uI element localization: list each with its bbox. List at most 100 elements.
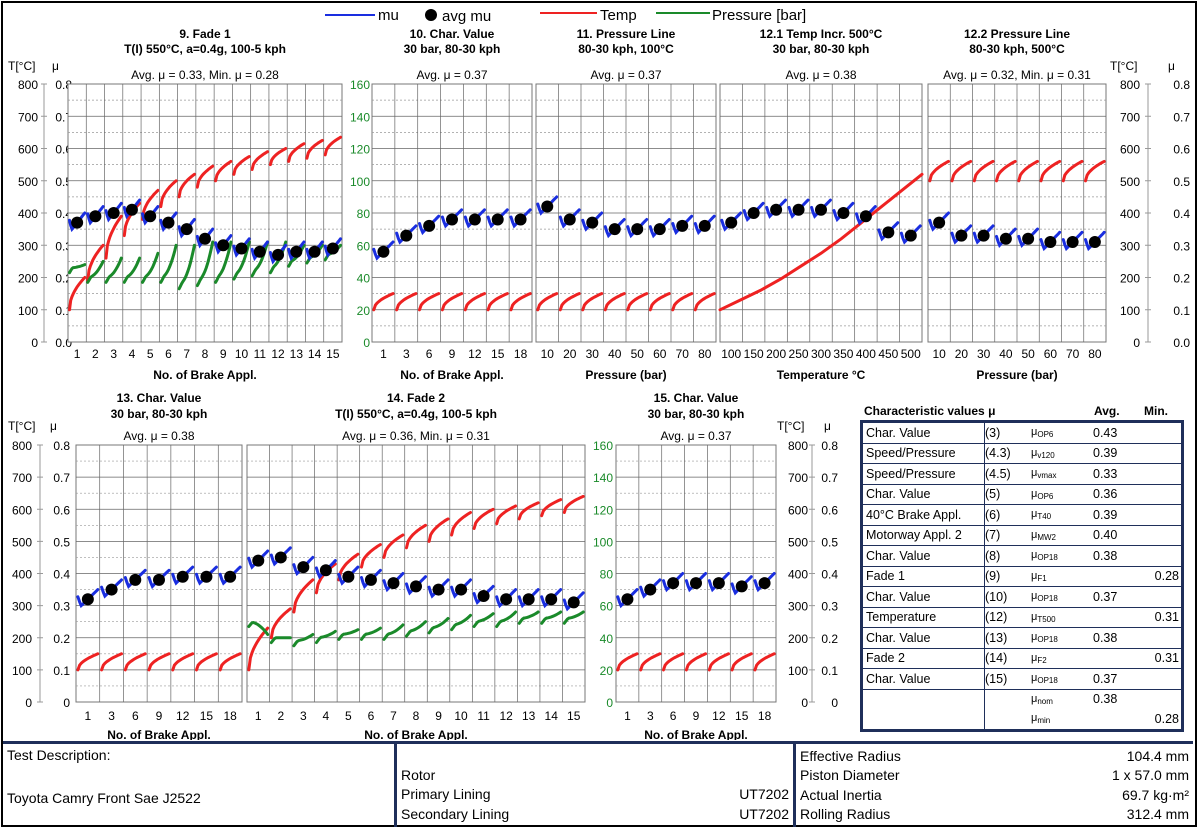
x-tick-label: 3 — [108, 709, 115, 723]
x-tick-label: 80 — [1088, 347, 1102, 361]
temp-segment — [450, 511, 472, 537]
pressure-segment — [405, 620, 427, 638]
table-row: Char. Value (8) μOP18 0.38 — [863, 546, 1181, 567]
x-tick-label: 350 — [833, 347, 853, 361]
pressure-tick-label: 40 — [600, 632, 614, 646]
primary-lining-label: Primary Lining — [401, 786, 491, 803]
pressure-tick-label: 140 — [350, 110, 370, 124]
row-avg: 0.37 — [1093, 671, 1118, 686]
x-tick-label: 20 — [955, 347, 969, 361]
row-min: 0.31 — [1154, 651, 1179, 666]
x-tick-label: 70 — [1066, 347, 1080, 361]
x-axis-label: No. of Brake Appl. — [153, 368, 257, 382]
x-tick-label: 15 — [735, 709, 749, 723]
x-tick-label: 6 — [426, 347, 433, 361]
avg-mu-point — [500, 593, 513, 606]
table-row: Speed/Pressure (4.3) μv120 0.39 — [863, 443, 1181, 464]
avg-mu-point — [653, 223, 666, 236]
t-tick-label: 200 — [1120, 272, 1140, 286]
pressure-tick-label: 120 — [350, 143, 370, 157]
t-tick-label: 200 — [18, 272, 38, 286]
temp-segment — [232, 155, 251, 176]
avg-mu-point — [89, 210, 102, 223]
x-tick-label: 50 — [1021, 347, 1035, 361]
x-tick-label: 80 — [698, 347, 712, 361]
row-name: Temperature — [863, 607, 985, 627]
row-avg: 0.38 — [1093, 692, 1118, 707]
primary-lining-row: Primary Lining UT7202 — [397, 785, 793, 805]
pressure-segment — [495, 610, 518, 628]
row-number: (4.3) — [985, 446, 1011, 461]
avg-mu-point — [837, 207, 850, 219]
avg-mu-point — [364, 573, 377, 586]
avg-mu-point — [933, 216, 946, 229]
panel-p14 — [246, 444, 586, 703]
mu-subscript: v120 — [1037, 450, 1055, 460]
table-header: Characteristic values μ Avg. Min. — [860, 404, 1186, 420]
x-tick-label: 18 — [758, 709, 772, 723]
pressure-segment — [382, 623, 405, 641]
pressure-tick-label: 20 — [357, 304, 371, 318]
temp-segment — [147, 652, 171, 672]
row-min: 0.28 — [1154, 569, 1179, 584]
t-axis-header-bottom-left: T[°C] — [8, 419, 35, 433]
table-row: Char. Value (13) μOP18 0.38 — [863, 628, 1181, 649]
x-tick-label: 2 — [277, 709, 284, 723]
mu-tick-label: 0.7 — [1173, 110, 1190, 124]
avg-mu-point — [253, 245, 266, 258]
avg-mu-point — [144, 210, 157, 223]
temp-segment — [268, 147, 288, 167]
row-number: (5) — [985, 487, 1001, 502]
spec-value: 1 x 57.0 mm — [1111, 767, 1189, 784]
mu-subscript: OP18 — [1037, 553, 1058, 563]
x-tick-label: 100 — [721, 347, 741, 361]
avg-mu-point — [252, 554, 265, 567]
test-info-panel: Test Description: Toyota Camry Front Sae… — [3, 741, 1193, 827]
panel-subtitle: 80-30 kph, 100°C — [578, 42, 674, 56]
temp-segment — [218, 652, 242, 672]
x-tick-label: 1 — [380, 347, 387, 361]
avg-mu-point — [747, 207, 760, 219]
temp-segment — [730, 652, 753, 672]
x-tick-label: 9 — [156, 709, 163, 723]
t-axis-header-top-left: T[°C] — [8, 59, 35, 73]
pressure-tick-label: 60 — [600, 600, 614, 614]
t-tick-label: 600 — [788, 503, 808, 517]
temp-segment — [372, 292, 395, 312]
t-tick-label: 200 — [12, 632, 32, 646]
panel-p12_1 — [718, 83, 924, 343]
panel-title: 10. Char. Value — [410, 27, 495, 41]
t-tick-label: 800 — [18, 78, 38, 92]
mu-subscript: OP18 — [1037, 676, 1058, 686]
temp-segment — [305, 138, 324, 160]
panel-title: 12.1 Temp Incr. 500°C — [760, 27, 883, 41]
panel-subtitle: T(I) 550°C, a=0.4g, 100-5 kph — [335, 407, 497, 421]
x-tick-label: 15 — [567, 709, 581, 723]
temp-segment — [1039, 159, 1062, 183]
spec-value: 312.4 mm — [1126, 806, 1189, 823]
temp-segment — [141, 188, 160, 221]
t-tick-label: 800 — [12, 439, 32, 453]
avg-mu-point — [224, 570, 237, 583]
mu-symbol: μ — [1031, 672, 1038, 685]
avg-mu-point — [882, 226, 895, 239]
row-number: (4.5) — [985, 466, 1011, 481]
row-name: Char. Value — [863, 669, 985, 689]
panel-p13 — [75, 444, 243, 703]
t-axis-header-top-right: T[°C] — [1110, 59, 1137, 73]
avg-mu-point — [676, 219, 689, 232]
spec-row: Piston Diameter 1 x 57.0 mm — [796, 766, 1193, 786]
avg-mu-point — [297, 561, 310, 574]
t-tick-label: 0 — [25, 696, 32, 710]
t-tick-label: 300 — [1120, 239, 1140, 253]
t-tick-label: 0 — [1133, 336, 1140, 350]
x-tick-label: 1 — [624, 709, 631, 723]
pressure-segment — [337, 628, 360, 641]
temp-segment — [495, 504, 518, 526]
row-name: Char. Value — [863, 423, 985, 443]
temp-series — [718, 172, 924, 312]
x-tick-label: 1 — [255, 709, 262, 723]
temp-segment — [440, 292, 464, 312]
table-row: Speed/Pressure (4.5) μvmax 0.33 — [863, 464, 1181, 485]
charts-area: mu avg mu Temp Pressure [bar] T[°C] μ T[… — [8, 7, 1190, 740]
